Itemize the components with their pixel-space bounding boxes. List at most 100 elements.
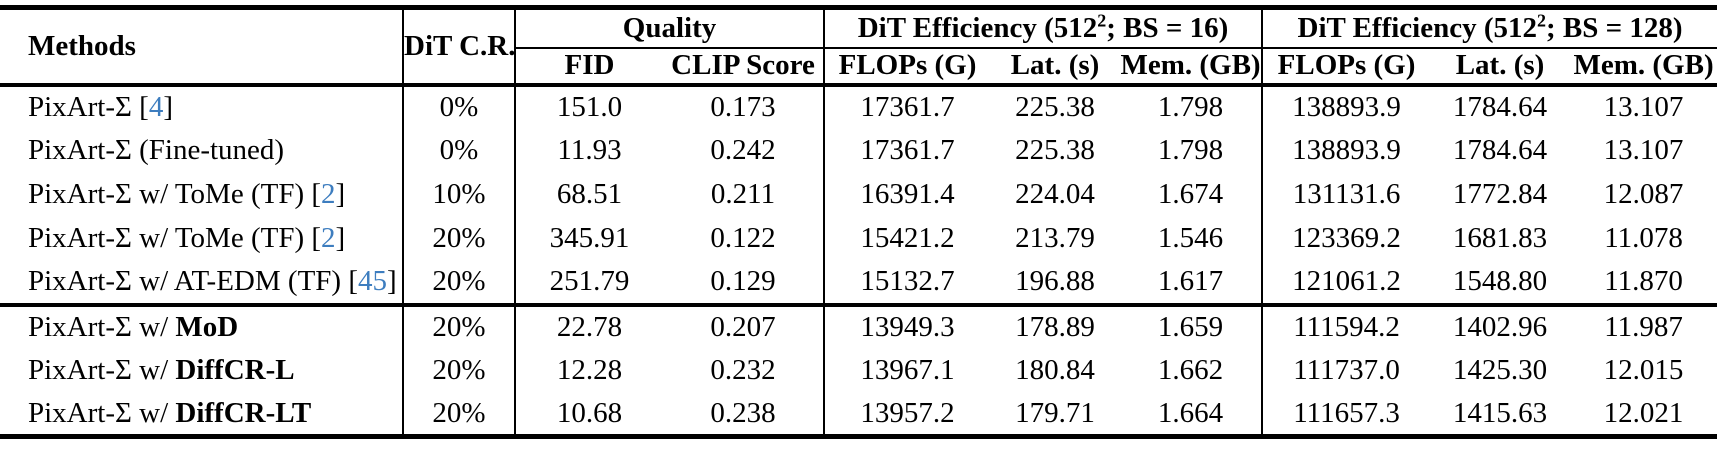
method-name-bold: DiffCR-LT bbox=[175, 396, 312, 429]
clip-score-cell: 0.238 bbox=[663, 392, 825, 437]
cr-cell: 20% bbox=[403, 304, 516, 349]
latency-bs128-cell: 1772.84 bbox=[1452, 178, 1548, 210]
method-name: PixArt-Σ w/ AT-EDM (TF) bbox=[28, 265, 349, 297]
fid-cell: 11.93 bbox=[557, 134, 622, 166]
clip-score-cell: 0.242 bbox=[663, 128, 825, 173]
group-header-quality: Quality bbox=[515, 7, 825, 49]
memory-bs16-cell: 1.662 bbox=[1120, 348, 1264, 393]
latency-bs16-cell: 225.38 bbox=[1015, 134, 1095, 166]
clip-score-cell: 0.232 bbox=[663, 348, 825, 393]
method-cell: PixArt-Σ [4] bbox=[0, 84, 404, 129]
col-header-flops-bs128: FLOPs (G) bbox=[1262, 47, 1431, 87]
col-header-fid: FID bbox=[515, 47, 663, 87]
col-header-methods: Methods bbox=[0, 7, 404, 87]
memory-bs128-cell: 13.107 bbox=[1603, 91, 1684, 123]
flops-bs16-cell: 17361.7 bbox=[860, 134, 955, 166]
fid-cell: 10.68 bbox=[556, 396, 623, 429]
flops-bs128-cell: 138893.9 bbox=[1292, 91, 1401, 123]
latency-bs16-cell: 196.88 bbox=[990, 260, 1120, 307]
method-cell: PixArt-Σ w/ AT-EDM (TF) [45] bbox=[0, 260, 404, 307]
citation-bracket: [ bbox=[139, 91, 149, 123]
cr-cell: 0% bbox=[403, 128, 516, 173]
citation-bracket: ] bbox=[335, 222, 346, 254]
col-header-memory-bs16: Mem. (GB) bbox=[1120, 47, 1264, 87]
cr-cell: 0% bbox=[403, 84, 516, 129]
table-row-mod: PixArt-Σ w/ MoD 20% 22.78 0.207 13949.3 … bbox=[0, 304, 1717, 349]
group-header-bs16-sup: 2 bbox=[1097, 10, 1107, 31]
latency-bs128-cell: 1415.63 bbox=[1452, 396, 1548, 429]
method-name: PixArt-Σ w/ ToMe (TF) bbox=[28, 222, 312, 254]
flops-bs16-cell: 13967.1 bbox=[860, 354, 955, 386]
clip-score-cell: 0.173 bbox=[663, 84, 825, 129]
results-table: Methods DiT C.R. Quality DiT Efficiency … bbox=[0, 5, 1717, 439]
memory-bs16-cell: 1.798 bbox=[1120, 128, 1264, 173]
cr-cell: 20% bbox=[403, 260, 516, 307]
table-row-pixart-baseline: PixArt-Σ [4] 0% 151.0 0.173 17361.7 225.… bbox=[0, 84, 1717, 129]
citation-bracket: ] bbox=[387, 265, 397, 297]
memory-bs128-cell: 11.870 bbox=[1570, 260, 1717, 307]
col-header-flops-bs16: FLOPs (G) bbox=[824, 47, 990, 87]
latency-bs16-cell: 225.38 bbox=[1015, 91, 1095, 123]
method-name-bold: DiffCR-L bbox=[175, 354, 295, 386]
method-name: PixArt-Σ w/ bbox=[28, 354, 176, 386]
latency-bs128-cell: 1681.83 bbox=[1452, 222, 1548, 254]
col-header-latency-bs128: Lat. (s) bbox=[1430, 47, 1571, 87]
citation-bracket: [ bbox=[311, 178, 322, 210]
fid-cell: 151.0 bbox=[556, 91, 623, 123]
latency-bs128-cell: 1784.64 bbox=[1452, 91, 1548, 123]
memory-bs16-cell: 1.798 bbox=[1120, 84, 1264, 129]
flops-bs128-cell: 131131.6 bbox=[1292, 178, 1401, 210]
fid-cell: 345.91 bbox=[549, 222, 630, 254]
cr-cell: 20% bbox=[403, 392, 516, 437]
latency-bs16-cell: 213.79 bbox=[1015, 222, 1095, 254]
citation-link[interactable]: 2 bbox=[321, 178, 336, 210]
latency-bs16-cell: 180.84 bbox=[1015, 354, 1095, 386]
group-header-row: Methods DiT C.R. Quality DiT Efficiency … bbox=[0, 7, 1717, 87]
latency-bs16-cell: 178.89 bbox=[1015, 311, 1095, 343]
latency-bs128-cell: 1784.64 bbox=[1452, 134, 1548, 166]
cr-cell: 20% bbox=[403, 348, 516, 393]
memory-bs128-cell: 12.021 bbox=[1603, 396, 1684, 429]
memory-bs16-cell: 1.664 bbox=[1120, 392, 1264, 437]
flops-bs16-cell: 15132.7 bbox=[824, 260, 990, 307]
table-row-tome-10: PixArt-Σ w/ ToMe (TF) [2] 10% 68.51 0.21… bbox=[0, 172, 1717, 217]
method-cell: PixArt-Σ w/ MoD bbox=[0, 304, 404, 349]
table-body: PixArt-Σ [4] 0% 151.0 0.173 17361.7 225.… bbox=[0, 84, 1717, 437]
method-name: PixArt-Σ (Fine-tuned) bbox=[28, 134, 285, 166]
citation-bracket: [ bbox=[311, 222, 322, 254]
memory-bs16-cell: 1.617 bbox=[1120, 260, 1264, 307]
citation-bracket: ] bbox=[335, 178, 346, 210]
table-row-diffcr-lt: PixArt-Σ w/ DiffCR-LT 20% 10.68 0.238 13… bbox=[0, 392, 1717, 437]
memory-bs128-cell: 11.987 bbox=[1604, 311, 1683, 343]
citation-link[interactable]: 45 bbox=[358, 265, 387, 297]
group-header-efficiency-bs128: DiT Efficiency (5122; BS = 128) bbox=[1262, 7, 1717, 49]
method-name-bold: MoD bbox=[175, 311, 239, 343]
latency-bs128-cell: 1402.96 bbox=[1452, 311, 1548, 343]
flops-bs128-cell: 111657.3 bbox=[1293, 396, 1400, 429]
latency-bs128-cell: 1425.30 bbox=[1452, 354, 1548, 386]
flops-bs128-cell: 121061.2 bbox=[1262, 260, 1431, 307]
cr-cell: 20% bbox=[403, 216, 516, 261]
group-header-bs128-sup: 2 bbox=[1537, 10, 1546, 31]
col-header-memory-bs128: Mem. (GB) bbox=[1570, 47, 1717, 87]
group-header-bs128-label: DiT Efficiency (512 bbox=[1297, 11, 1538, 44]
method-name: PixArt-Σ w/ bbox=[28, 311, 176, 343]
citation-link[interactable]: 2 bbox=[321, 222, 336, 254]
table-row-atedm-20: PixArt-Σ w/ AT-EDM (TF) [45] 20% 251.79 … bbox=[0, 260, 1717, 307]
clip-score-cell: 0.207 bbox=[663, 304, 825, 349]
citation-bracket: ] bbox=[163, 91, 173, 123]
fid-cell: 12.28 bbox=[556, 354, 623, 386]
sub-header-row: FID CLIP Score FLOPs (G) Lat. (s) Mem. (… bbox=[0, 47, 1717, 87]
table-row-pixart-finetuned: PixArt-Σ (Fine-tuned) 0% 11.93 0.242 173… bbox=[0, 128, 1717, 173]
latency-bs128-cell: 1548.80 bbox=[1430, 260, 1571, 307]
table-row-diffcr-l: PixArt-Σ w/ DiffCR-L 20% 12.28 0.232 139… bbox=[0, 348, 1717, 393]
group-header-efficiency-bs16: DiT Efficiency (5122; BS = 16) bbox=[824, 7, 1264, 49]
memory-bs128-cell: 12.087 bbox=[1603, 178, 1684, 210]
col-header-clip-score: CLIP Score bbox=[663, 47, 825, 87]
citation-link[interactable]: 4 bbox=[148, 91, 164, 123]
table-row-tome-20: PixArt-Σ w/ ToMe (TF) [2] 20% 345.91 0.1… bbox=[0, 216, 1717, 261]
clip-score-cell: 0.122 bbox=[663, 216, 825, 261]
method-cell: PixArt-Σ w/ DiffCR-L bbox=[0, 348, 404, 393]
latency-bs16-cell: 179.71 bbox=[1015, 396, 1095, 429]
fid-cell: 251.79 bbox=[515, 260, 663, 307]
